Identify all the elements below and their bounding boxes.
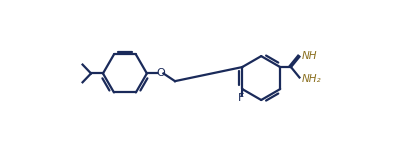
Text: F: F	[238, 93, 244, 103]
Text: NH₂: NH₂	[301, 74, 321, 84]
Text: NH: NH	[301, 51, 317, 61]
Text: O: O	[156, 68, 164, 78]
